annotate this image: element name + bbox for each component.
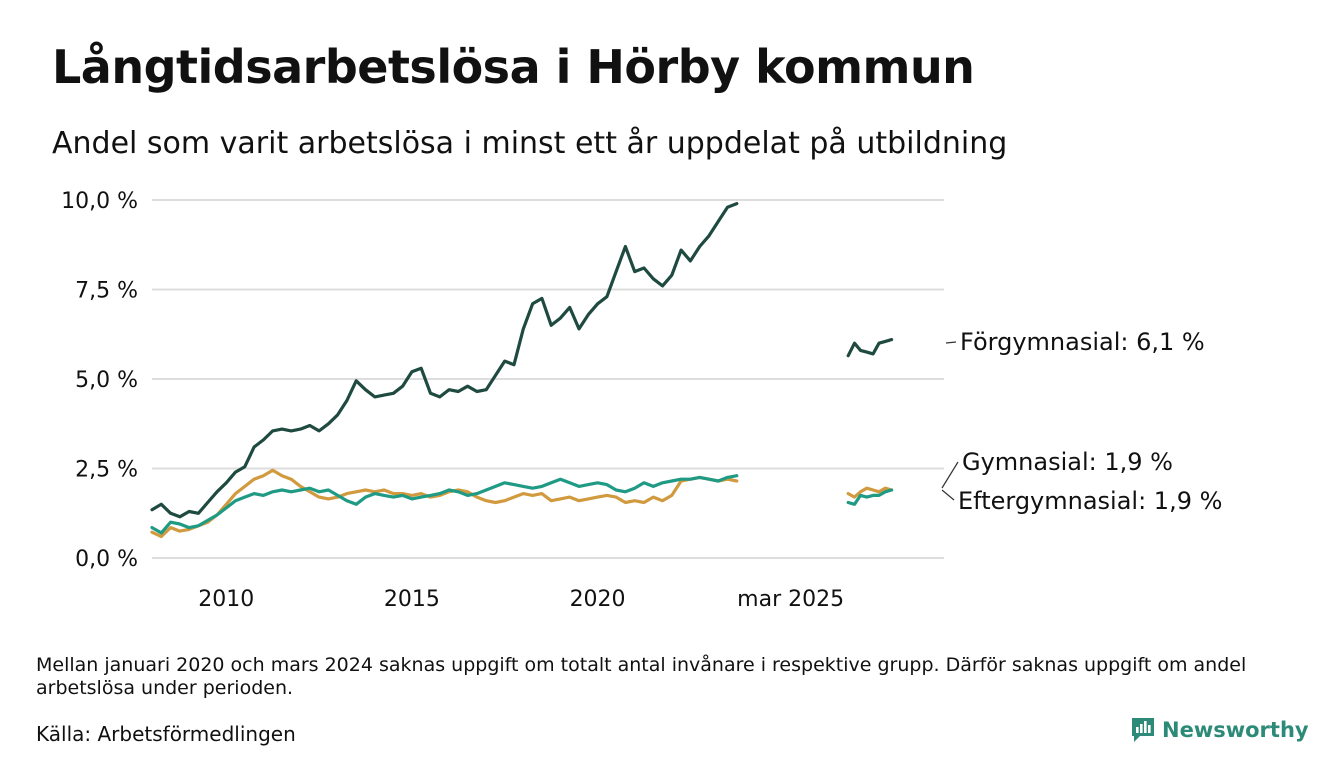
- bar-chart-icon: [1132, 718, 1154, 742]
- end-labels: Förgymnasial: 6,1 % Gymnasial: 1,9 % Efter…: [941, 328, 1222, 515]
- series-line-förgymnasial: [150, 202, 739, 519]
- end-label-eftergymnasial: Eftergymnasial: 1,9 %: [958, 487, 1222, 515]
- y-tick-label: 5,0 %: [75, 368, 138, 393]
- grid-lines: [152, 199, 944, 559]
- chart-title: Långtidsarbetslösa i Hörby kommun: [52, 40, 975, 94]
- y-tick-label: 7,5 %: [75, 279, 138, 304]
- brand-name: Newsworthy: [1162, 718, 1309, 742]
- line-chart: 0,0 % 2,5 % 5,0 % 7,5 % 10,0 % 2010 2015 2020 m…: [61, 189, 1222, 612]
- y-tick-label: 10,0 %: [61, 189, 138, 214]
- x-tick-label: 2015: [384, 587, 440, 612]
- x-axis: 2010 2015 2020 mar 2025: [198, 587, 844, 612]
- end-label-förgymnasial: Förgymnasial: 6,1 %: [960, 328, 1205, 356]
- series-line-eftergymnasial: [846, 488, 894, 506]
- label-leader-line: [945, 341, 957, 344]
- y-tick-label: 2,5 %: [75, 458, 138, 483]
- y-axis: 0,0 % 2,5 % 5,0 % 7,5 % 10,0 %: [61, 189, 138, 572]
- chart-subtitle: Andel som varit arbetslösa i minst ett å…: [52, 126, 1008, 161]
- y-tick-label: 0,0 %: [75, 547, 138, 572]
- series-line-förgymnasial: [846, 338, 894, 358]
- series-lines: [150, 202, 894, 539]
- footnote: Mellan januari 2020 och mars 2024 saknas…: [36, 654, 1247, 699]
- x-tick-label: 2020: [570, 587, 626, 612]
- series-line-gymnasial: [150, 468, 739, 539]
- x-tick-label: mar 2025: [737, 587, 844, 612]
- series-line-gymnasial: [846, 486, 894, 499]
- newsworthy-logo[interactable]: Newsworthy: [1130, 716, 1309, 744]
- x-tick-label: 2010: [198, 587, 254, 612]
- label-leader-line: [941, 461, 959, 489]
- source-credit: Källa: Arbetsförmedlingen: [36, 722, 296, 746]
- label-leader-line: [941, 489, 955, 501]
- end-label-gymnasial: Gymnasial: 1,9 %: [962, 448, 1173, 476]
- series-line-eftergymnasial: [150, 474, 739, 535]
